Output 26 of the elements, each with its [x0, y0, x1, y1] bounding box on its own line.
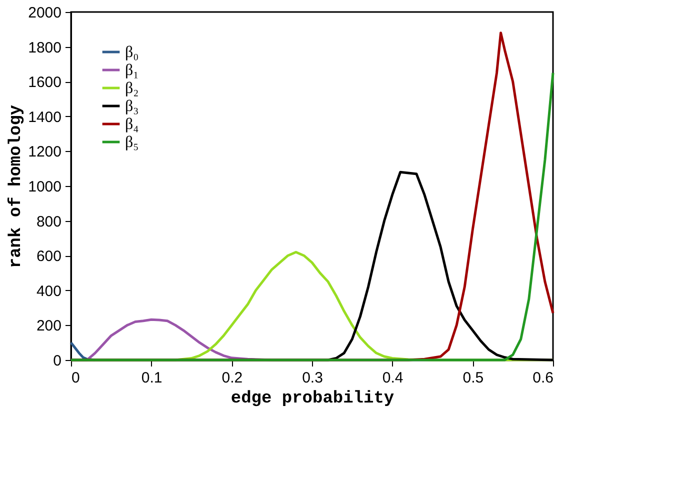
x-tick-label: 0 [72, 370, 80, 386]
y-tick-label: 400 [36, 282, 62, 300]
legend-label: β₄ [125, 116, 140, 133]
legend-label: β₃ [125, 98, 139, 115]
y-tick-label: 200 [36, 318, 62, 335]
x-tick-label: 0.4 [382, 370, 404, 386]
legend-label: β₂ [125, 80, 139, 97]
y-axis-title: rank of homology [7, 104, 26, 268]
x-tick-label: 0.2 [222, 370, 243, 386]
y-tick-label: 1800 [28, 39, 62, 56]
x-tick-label: 0.1 [141, 370, 162, 386]
legend-label: β₀ [125, 44, 139, 61]
y-tick-label: 1400 [28, 108, 62, 126]
legend-label: β₅ [125, 134, 139, 151]
y-tick-label: 1600 [28, 74, 62, 92]
y-tick-label: 600 [36, 248, 62, 266]
legend-label: β₁ [125, 62, 139, 79]
x-tick-label: 0.6 [532, 370, 554, 386]
x-tick-label: 0.3 [302, 370, 323, 386]
y-tick-label: 1200 [28, 144, 62, 161]
x-tick-label: 0.5 [462, 370, 484, 386]
y-tick-label: 2000 [28, 4, 62, 22]
y-tick-label: 800 [36, 213, 62, 230]
y-tick-label: 0 [53, 352, 62, 370]
x-axis-title: edge probability [230, 390, 394, 408]
y-tick-label: 1000 [28, 178, 62, 196]
